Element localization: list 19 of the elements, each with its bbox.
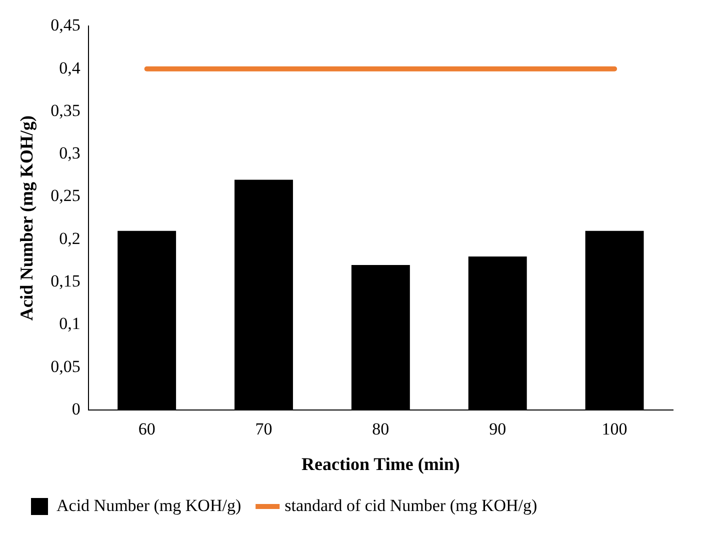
y-tick-label: 0,05 xyxy=(50,356,80,376)
y-axis-title: Acid Number (mg KOH/g) xyxy=(16,116,36,321)
y-tick-label: 0,35 xyxy=(50,100,80,120)
x-tick-label: 80 xyxy=(372,420,390,439)
y-tick-label: 0,45 xyxy=(50,16,80,35)
x-tick-label: 70 xyxy=(255,420,272,439)
legend-label: standard of cid Number (mg KOH/g) xyxy=(284,496,538,515)
y-tick-label: 0,1 xyxy=(59,314,80,334)
x-axis-title: Reaction Time (min) xyxy=(302,454,460,474)
y-tick-label: 0,25 xyxy=(50,186,80,206)
y-tick-label: 0 xyxy=(72,399,80,418)
x-tick-label: 100 xyxy=(602,420,628,439)
y-tick-label: 0,3 xyxy=(59,144,80,163)
x-tick-label: 90 xyxy=(489,420,506,439)
legend-label: Acid Number (mg KOH/g) xyxy=(56,496,242,515)
y-tick-label: 0,15 xyxy=(50,272,80,291)
y-tick-label: 0,4 xyxy=(59,58,81,78)
y-tick-label: 0,2 xyxy=(59,228,80,248)
x-tick-label: 60 xyxy=(138,420,156,439)
